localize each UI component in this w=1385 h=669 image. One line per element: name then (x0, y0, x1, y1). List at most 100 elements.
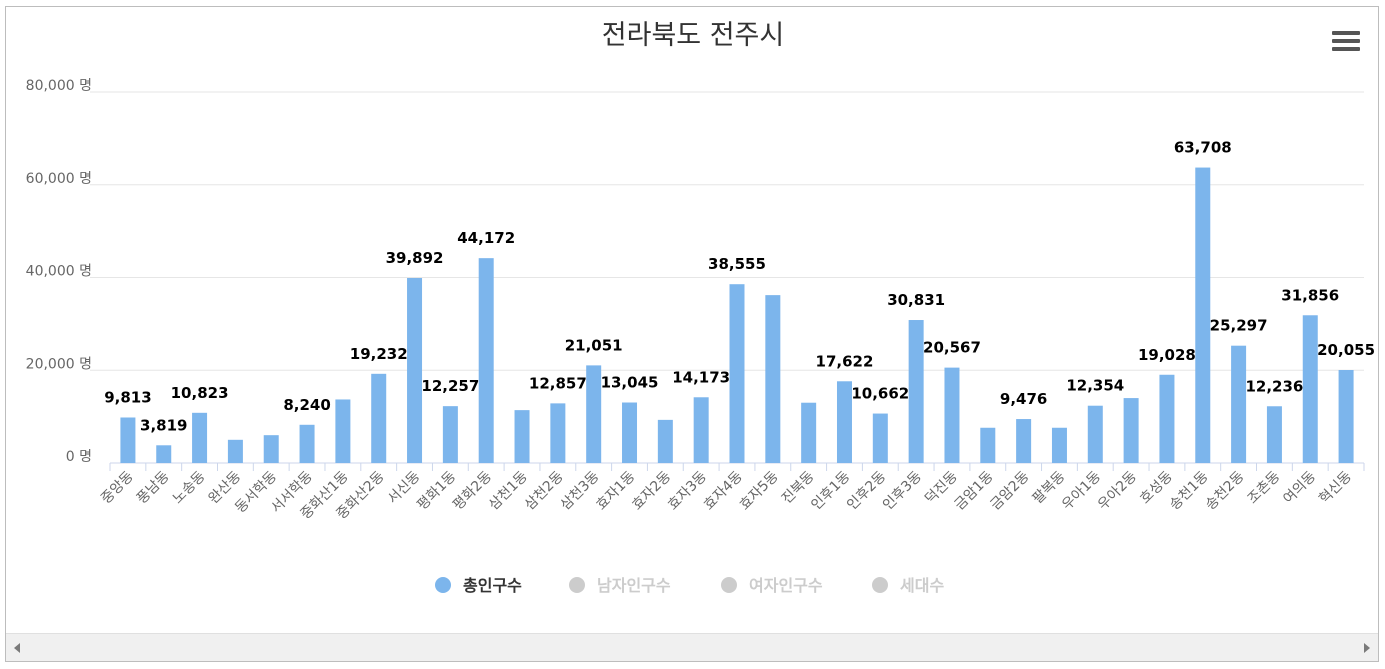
legend-item[interactable]: 남자인구수 (569, 576, 671, 595)
legend-item[interactable]: 총인구수 (435, 576, 522, 595)
bar[interactable] (1302, 315, 1318, 463)
y-tick-label: 40,000 명 (26, 264, 92, 280)
triangle-right-icon[interactable] (1364, 643, 1370, 653)
data-label: 30,831 (887, 291, 945, 309)
x-tick-label: 우아2동 (1095, 468, 1140, 513)
x-tick-label: 효자5동 (737, 468, 782, 513)
bar[interactable] (1051, 427, 1067, 463)
x-tick-label: 평화1동 (414, 468, 459, 513)
data-label: 9,476 (1000, 390, 1047, 408)
x-tick-label: 삼천1동 (486, 468, 531, 513)
bar[interactable] (371, 373, 387, 463)
data-label: 10,823 (171, 384, 229, 402)
bar[interactable] (227, 439, 243, 463)
bar[interactable] (657, 419, 673, 463)
bar[interactable] (263, 435, 279, 463)
data-label: 12,257 (421, 377, 479, 395)
data-labels: 9,813 3,819 10,823 8,240 19,232 39,892 12,257 4… (104, 139, 1375, 435)
x-tick-label: 노송동 (170, 468, 209, 507)
legend-label: 남자인구수 (597, 576, 671, 595)
data-label: 25,297 (1210, 317, 1268, 335)
y-tick-label: 60,000 명 (26, 171, 92, 187)
legend-label: 총인구수 (463, 576, 522, 595)
x-tick-label: 혁신동 (1316, 468, 1355, 507)
bar[interactable] (442, 406, 458, 463)
bar[interactable] (299, 424, 315, 463)
x-tick-label: 인후1동 (808, 468, 853, 513)
bar[interactable] (729, 284, 745, 463)
data-label: 31,856 (1281, 286, 1339, 304)
x-tick-label: 중앙동 (98, 468, 137, 507)
x-tick-label: 효자3동 (665, 468, 710, 513)
data-label: 39,892 (386, 249, 444, 267)
x-tick-label: 금암1동 (952, 468, 997, 513)
data-label: 19,232 (350, 345, 408, 363)
data-label: 21,051 (565, 336, 623, 354)
bar[interactable] (622, 402, 638, 463)
bar[interactable] (335, 399, 351, 463)
population-bar-chart: 전라북도 전주시 80,000 명 60,000 명 40,000 명 20,000 … (26, 20, 1375, 595)
bar[interactable] (693, 397, 709, 463)
bar[interactable] (944, 367, 960, 463)
bar[interactable] (872, 413, 888, 463)
data-label: 13,045 (601, 374, 659, 392)
data-label: 12,354 (1066, 377, 1124, 395)
legend-marker (569, 577, 585, 593)
bar[interactable] (1195, 167, 1211, 464)
data-label: 20,055 (1317, 341, 1375, 359)
horizontal-scrollbar[interactable] (6, 633, 1378, 661)
x-tick-label: 삼천3동 (558, 468, 603, 513)
bar[interactable] (836, 381, 852, 463)
x-tick-label: 풍남동 (134, 468, 173, 507)
data-label: 10,662 (851, 385, 909, 403)
data-label: 17,622 (816, 352, 874, 370)
bar[interactable] (1159, 374, 1175, 463)
bar[interactable] (980, 427, 996, 463)
y-tick-label: 20,000 명 (26, 356, 92, 372)
bar[interactable] (801, 402, 817, 463)
x-tick-label: 조촌동 (1245, 468, 1284, 507)
bar[interactable] (908, 320, 924, 463)
hamburger-menu-icon[interactable] (1332, 31, 1360, 55)
bar[interactable] (550, 403, 566, 463)
x-tick-label: 효자1동 (593, 468, 638, 513)
chart-title: 전라북도 전주시 (602, 20, 784, 51)
bar[interactable] (1016, 419, 1032, 463)
bar[interactable] (192, 412, 208, 463)
x-tick-label: 우아1동 (1059, 468, 1104, 513)
x-tick-label: 송천1동 (1167, 468, 1212, 513)
bar[interactable] (1266, 406, 1282, 463)
bar[interactable] (478, 258, 494, 463)
x-tick-label: 금암2동 (988, 468, 1033, 513)
data-label: 19,028 (1138, 346, 1196, 364)
bar[interactable] (1123, 398, 1139, 463)
data-label: 12,236 (1245, 377, 1303, 395)
bar[interactable] (765, 295, 781, 463)
bar[interactable] (514, 410, 530, 463)
legend-label: 세대수 (900, 576, 944, 595)
bar[interactable] (1087, 405, 1103, 463)
data-label: 8,240 (283, 396, 330, 414)
x-tick-label: 효자4동 (701, 468, 746, 513)
data-label: 20,567 (923, 339, 981, 357)
bar[interactable] (586, 365, 602, 463)
y-tick-label: 0 명 (66, 449, 92, 465)
bar[interactable] (1231, 345, 1247, 463)
data-label: 12,857 (529, 374, 587, 392)
y-tick-label: 80,000 명 (26, 78, 92, 94)
bar[interactable] (1338, 369, 1354, 463)
x-tick-label: 송천2동 (1202, 468, 1247, 513)
data-label: 14,173 (672, 368, 730, 386)
x-tick-label: 인후3동 (880, 468, 925, 513)
bar[interactable] (156, 445, 172, 463)
bars (120, 167, 1354, 464)
bar[interactable] (407, 278, 423, 463)
triangle-left-icon[interactable] (14, 643, 20, 653)
legend-item[interactable]: 여자인구수 (721, 576, 823, 595)
bar[interactable] (120, 417, 136, 463)
data-label: 9,813 (104, 388, 151, 406)
chart-container: 전라북도 전주시 80,000 명 60,000 명 40,000 명 20,000 … (5, 6, 1379, 662)
legend-marker (872, 577, 888, 593)
legend-item[interactable]: 세대수 (872, 576, 944, 595)
y-axis-ticks: 80,000 명 60,000 명 40,000 명 20,000 명 0 명 (26, 78, 92, 465)
